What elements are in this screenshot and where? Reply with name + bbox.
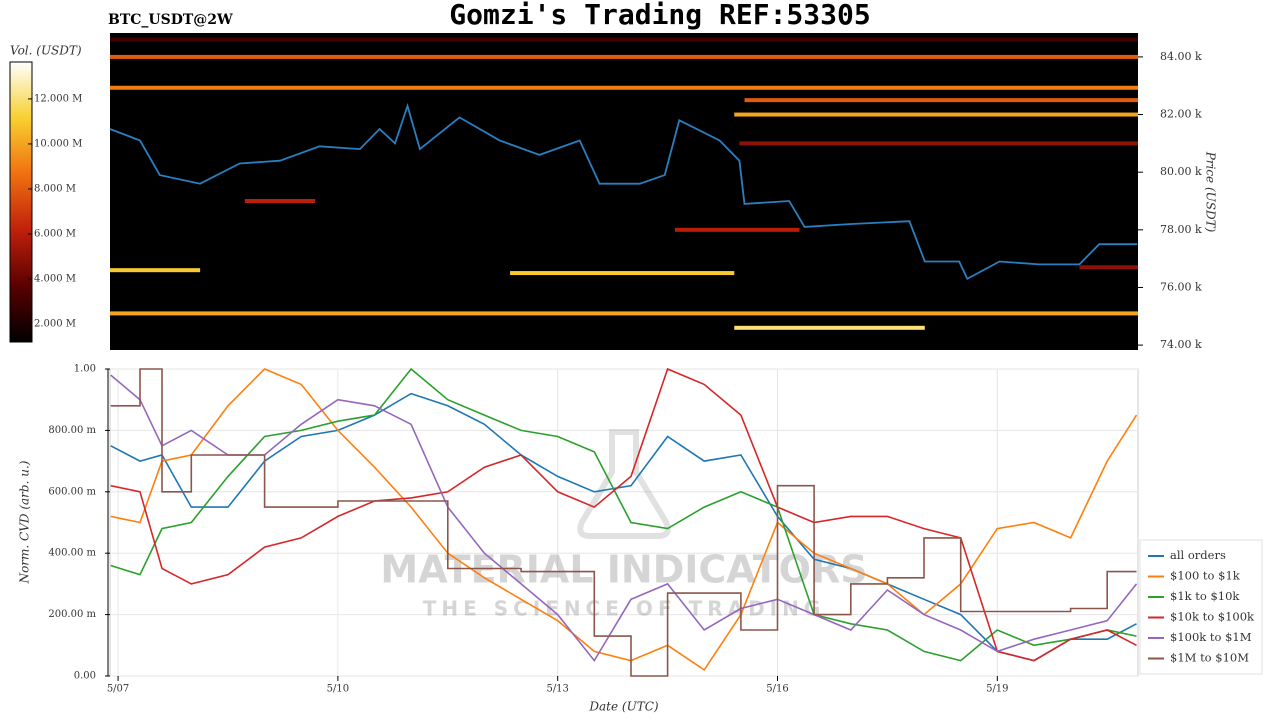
order-band xyxy=(510,271,735,276)
price-line xyxy=(109,102,1138,281)
colorbar-tick-label: 6.000 M xyxy=(34,228,76,239)
plot-area xyxy=(109,368,1139,677)
legend-label: $1k to $10k xyxy=(1170,589,1240,603)
legend-box xyxy=(1139,539,1263,675)
y-tick-label: 600.00 m xyxy=(48,486,96,497)
x-tick-label: 5/07 xyxy=(107,684,129,695)
order-band xyxy=(1079,265,1138,270)
y-tick-label: 80.00 k xyxy=(1160,165,1202,178)
order-band xyxy=(734,325,925,330)
y-tick-label: 78.00 k xyxy=(1160,223,1202,236)
colorbar-tick-label: 12.000 M xyxy=(34,93,82,104)
order-band xyxy=(110,37,1138,42)
order-band xyxy=(110,268,201,273)
y-tick-label: 84.00 k xyxy=(1160,50,1202,63)
x-tick-label: 5/13 xyxy=(546,684,568,695)
colorbar-tick-label: 2.000 M xyxy=(34,318,76,329)
y-tick-label: 74.00 k xyxy=(1160,338,1202,351)
y-tick-label: 400.00 m xyxy=(48,548,96,559)
y-axis-label: Price (USDT) xyxy=(1204,151,1218,233)
order-band xyxy=(734,112,1138,117)
legend-label: $10k to $100k xyxy=(1170,610,1255,624)
y-tick-label: 1.00 xyxy=(74,364,96,375)
y-tick-label: 76.00 k xyxy=(1160,280,1202,293)
order-band xyxy=(674,227,800,232)
x-tick-label: 5/16 xyxy=(766,684,788,695)
colorbar-tick-label: 10.000 M xyxy=(34,138,82,149)
legend-label: all orders xyxy=(1170,548,1226,562)
order-band xyxy=(744,98,1138,103)
order-band xyxy=(110,311,1138,316)
series-line xyxy=(110,367,1137,662)
legend-label: $100 to $1k xyxy=(1170,569,1241,583)
colorbar-tick-label: 4.000 M xyxy=(34,273,76,284)
colorbar-tick-label: 8.000 M xyxy=(34,183,76,194)
y-tick-label: 800.00 m xyxy=(48,425,96,436)
order-band xyxy=(110,85,1138,90)
colorbar xyxy=(9,61,33,343)
y-axis-label: Norm. CVD (arb. u.) xyxy=(18,460,32,584)
order-band xyxy=(739,141,1138,146)
chart-title: Gomzi's Trading REF:53305 xyxy=(449,0,870,31)
x-tick-label: 5/19 xyxy=(986,684,1008,695)
chart-subtitle: BTC_USDT@2W xyxy=(108,12,233,28)
watermark-text: THE SCIENCE OF TRADING xyxy=(423,597,826,621)
legend-label: $1M to $10M xyxy=(1170,651,1249,665)
order-band xyxy=(244,199,316,204)
x-tick-label: 5/10 xyxy=(327,684,349,695)
watermark-text: MATERIAL INDICATORS xyxy=(380,548,867,592)
legend-label: $100k to $1M xyxy=(1170,630,1252,644)
y-tick-label: 82.00 k xyxy=(1160,108,1202,121)
series-line xyxy=(110,368,1138,672)
order-band xyxy=(110,54,1138,59)
watermark-icon xyxy=(577,429,671,539)
colorbar-label: Vol. (USDT) xyxy=(10,44,82,58)
series-line xyxy=(110,367,1137,662)
y-tick-label: 0.00 xyxy=(74,671,96,682)
x-axis-label: Date (UTC) xyxy=(588,700,658,714)
y-tick-label: 200.00 m xyxy=(48,609,96,620)
series-line xyxy=(110,368,1137,677)
heatmap-background xyxy=(110,33,1138,350)
